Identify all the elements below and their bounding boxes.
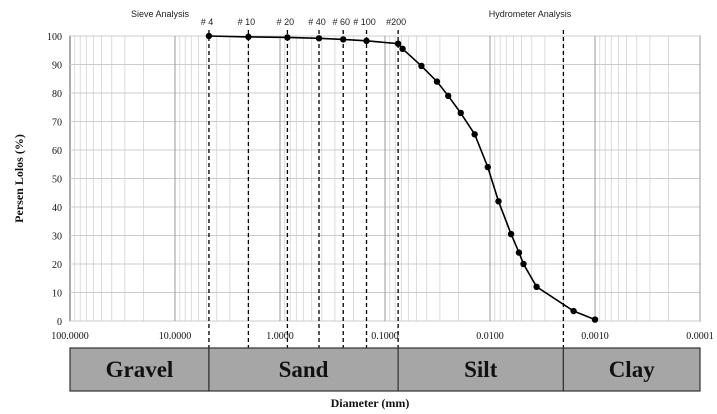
data-point [457,109,464,117]
x-tick-label: 100.0000 [51,331,89,342]
x-tick-label: 0.0010 [581,331,609,342]
data-point [591,316,599,323]
y-tick-label: 40 [52,203,62,214]
soil-class-box [208,347,399,392]
y-tick-label: 0 [57,317,62,328]
sieve-label: # 10 [238,17,256,27]
data-point [495,198,502,205]
sieve-label: # 40 [308,17,326,27]
data-point [284,34,291,41]
soil-class-label: Clay [609,357,656,382]
data-point [340,36,347,43]
x-tick-label: 0.0100 [476,331,504,342]
soil-class-label: Sand [279,357,329,382]
data-point [315,35,323,42]
x-tick-label: 0.0001 [686,331,714,342]
soil-class-label: Silt [464,357,498,382]
y-tick-label: 100 [47,32,62,43]
sieve-label: # 4 [201,17,214,27]
soil-class-box [397,347,564,392]
data-point [363,37,370,45]
data-point [471,131,478,138]
soil-class-bar: Gravel Sand Silt Clay [69,347,701,392]
data-point [520,260,527,268]
sieve-label: #200 [386,17,406,27]
data-point [399,45,406,53]
tick-labels: 0 10 20 30 40 50 60 70 80 90 100 100.0000 10.0000 1.0… [47,32,714,342]
data-point [245,33,252,41]
sieve-lines: # 4 # 10 # 20 # 40 # 60 # 100 #200 [201,17,565,348]
data-point [394,40,402,47]
data-point [418,62,425,70]
data-point [484,163,491,171]
x-tick-label: 0.1000 [371,331,399,342]
y-tick-label: 70 [52,118,62,129]
y-tick-label: 50 [52,175,62,186]
soil-class-label: Gravel [106,357,174,382]
x-axis-title: Diameter (mm) [331,396,410,410]
sieve-section-label: Sieve Analysis [131,9,190,19]
data-point [570,307,577,315]
data-point [507,230,515,238]
data-point [205,32,213,40]
data-point [515,249,523,256]
x-tick-label: 1.0000 [266,331,294,342]
y-tick-label: 60 [52,146,62,157]
y-axis-title: Persen Lolos (%) [12,134,26,223]
y-tick-label: 10 [52,289,62,300]
x-tick-label: 10.0000 [159,331,192,342]
y-tick-label: 30 [52,232,62,243]
data-point [433,78,441,85]
sieve-label: # 20 [277,17,295,27]
series-layer [205,32,599,323]
soil-class-box [69,347,210,392]
sieve-label: # 100 [353,17,376,27]
soil-class-box [562,347,701,392]
hydrometer-section-label: Hydrometer Analysis [489,9,572,19]
y-tick-label: 80 [52,89,62,100]
data-point [445,92,452,100]
y-tick-label: 20 [52,260,62,271]
data-point [533,283,540,290]
y-tick-label: 90 [52,61,62,72]
sieve-label: # 60 [332,17,350,27]
